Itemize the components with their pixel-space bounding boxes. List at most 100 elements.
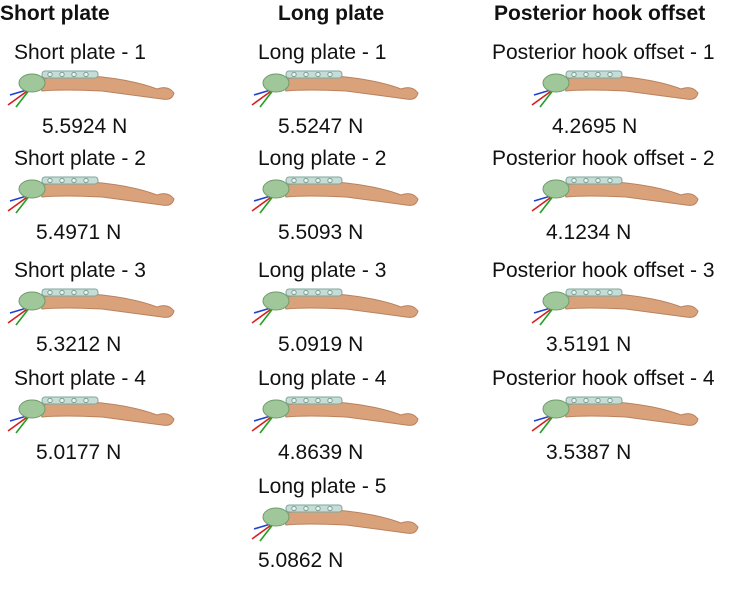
bone-end-cap (542, 399, 570, 419)
bone-model-illustration (531, 396, 699, 434)
plate-screw (595, 289, 601, 296)
bone-end-cap (542, 179, 570, 199)
bone-end-cap (262, 73, 290, 93)
model-label: Long plate - 2 (258, 147, 387, 170)
model-panel: Short plate - 2 5.4971 N (0, 146, 190, 261)
plate-screw (303, 289, 309, 296)
model-panel: Posterior hook offset - 2 4.1234 N (488, 146, 754, 261)
column-title: Long plate (278, 2, 385, 25)
plate-screw (607, 71, 613, 78)
bone-shaft (279, 293, 419, 318)
plate-screw (571, 397, 577, 404)
plate-screw (583, 289, 589, 296)
model-panel: Long plate - 1 5.5247 N (240, 40, 440, 155)
bone-end-cap (262, 291, 290, 311)
plate-screw (327, 397, 333, 404)
plate-screw (607, 289, 613, 296)
figure: { "columns": [ { "title": "Short plate",… (0, 0, 754, 572)
model-panel: Short plate - 3 5.3212 N (0, 258, 190, 373)
force-value: 5.0862 N (258, 549, 344, 572)
model-label: Long plate - 1 (258, 41, 387, 64)
plate-screw (83, 71, 89, 78)
plate-screw (291, 397, 297, 404)
long-plate-column: Long plate Long plate - 1 5.5247 N Long … (240, 0, 440, 572)
plate-screw (595, 71, 601, 78)
plate-screw (607, 397, 613, 404)
plate-screw (71, 397, 77, 404)
model-label: Long plate - 5 (258, 475, 387, 498)
bone-end-cap (262, 507, 290, 527)
bone-shaft (279, 509, 419, 534)
plate-screw (59, 177, 65, 184)
bone-shaft (559, 181, 699, 206)
bone-end-cap (262, 179, 290, 199)
fixation-plate (41, 288, 99, 297)
plate-screw (315, 505, 321, 512)
fixation-plate (41, 176, 99, 185)
posterior-hook-offset-column: Posterior hook offset Posterior hook off… (488, 0, 754, 563)
x-axis-arrow (251, 522, 275, 540)
model-panel: Short plate - 1 5.5924 N (0, 40, 190, 155)
model-label: Short plate - 3 (14, 259, 146, 282)
plate-screw (83, 177, 89, 184)
model-panel: Long plate - 4 4.8639 N (240, 366, 440, 481)
model-label: Short plate - 1 (14, 41, 146, 64)
fixation-plate (285, 396, 343, 405)
plate-screw (595, 397, 601, 404)
fixation-plate (285, 176, 343, 185)
x-axis-arrow (7, 88, 31, 106)
model-label: Short plate - 4 (14, 367, 146, 390)
bone-end-cap (542, 291, 570, 311)
plate-screw (327, 505, 333, 512)
bone-shaft (279, 181, 419, 206)
model-panel: Posterior hook offset - 4 3.5387 N (488, 366, 754, 481)
plate-screw (71, 289, 77, 296)
bone-model-illustration (251, 70, 419, 108)
model-label: Posterior hook offset - 4 (492, 367, 715, 390)
force-value: 4.8639 N (278, 441, 364, 464)
model-label: Long plate - 3 (258, 259, 387, 282)
bone-shaft (279, 401, 419, 426)
force-value: 5.5924 N (42, 115, 128, 138)
bone-shaft (35, 181, 175, 206)
bone-model-illustration (251, 396, 419, 434)
force-value: 5.3212 N (36, 333, 122, 356)
plate-screw (83, 397, 89, 404)
x-axis-arrow (531, 306, 555, 324)
bone-model-illustration (531, 176, 699, 214)
model-label: Short plate - 2 (14, 147, 146, 170)
model-panel: Long plate - 3 5.0919 N (240, 258, 440, 373)
plate-screw (291, 289, 297, 296)
force-value: 3.5191 N (546, 333, 632, 356)
plate-screw (303, 71, 309, 78)
model-label: Posterior hook offset - 2 (492, 147, 715, 170)
plate-screw (571, 177, 577, 184)
force-value: 5.0177 N (36, 441, 122, 464)
fixation-plate (565, 70, 623, 79)
x-axis-arrow (7, 194, 31, 212)
model-label: Long plate - 4 (258, 367, 387, 390)
fixation-plate (285, 288, 343, 297)
model-panel: Posterior hook offset - 1 4.2695 N (488, 40, 754, 155)
bone-model-illustration (251, 288, 419, 326)
plate-screw (291, 71, 297, 78)
bone-shaft (35, 75, 175, 100)
plate-screw (583, 397, 589, 404)
plate-screw (315, 289, 321, 296)
plate-screw (327, 71, 333, 78)
plate-screw (327, 289, 333, 296)
x-axis-arrow (531, 88, 555, 106)
fixation-plate (41, 396, 99, 405)
plate-screw (59, 289, 65, 296)
fixation-plate (565, 288, 623, 297)
fixation-plate (565, 176, 623, 185)
bone-end-cap (18, 179, 46, 199)
fixation-plate (285, 70, 343, 79)
plate-screw (571, 71, 577, 78)
bone-end-cap (18, 399, 46, 419)
force-value: 5.5247 N (278, 115, 364, 138)
plate-screw (315, 177, 321, 184)
model-panel: Short plate - 4 5.0177 N (0, 366, 190, 481)
force-value: 5.0919 N (278, 333, 364, 356)
bone-model-illustration (531, 70, 699, 108)
